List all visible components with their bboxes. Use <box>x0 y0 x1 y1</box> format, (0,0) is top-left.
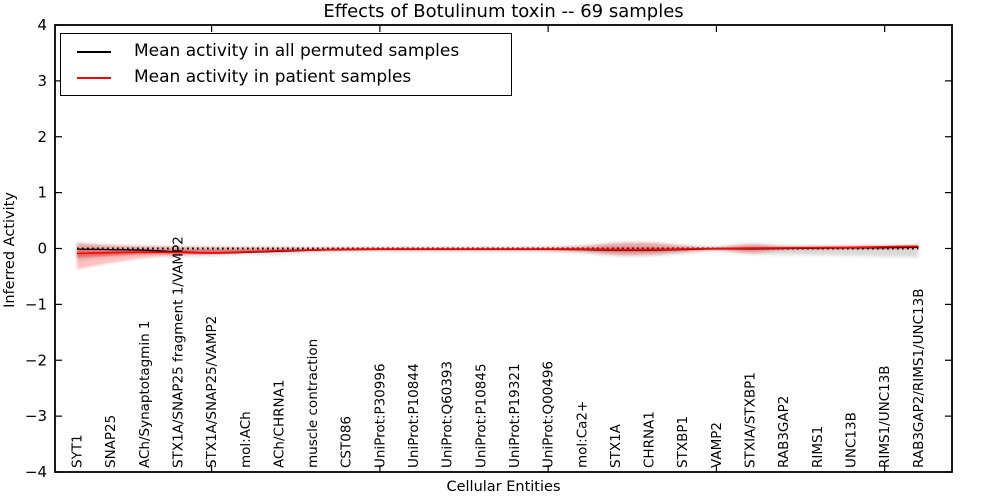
legend-line-sample-red <box>77 76 111 79</box>
legend-item-label: Mean activity in patient samples <box>134 67 412 87</box>
legend-line-sample-black <box>77 50 111 53</box>
x-category-label: mol:ACh <box>238 411 254 468</box>
x-category-label: UniProt:P30996 <box>372 363 388 468</box>
x-category-label: STX1A/SNAP25/VAMP2 <box>204 316 220 468</box>
x-category-label: UniProt:P10845 <box>473 363 489 468</box>
y-tick-label: 3 <box>37 72 47 90</box>
x-category-label: STX1A <box>608 423 624 468</box>
x-category-label: RIMS1 <box>810 426 826 468</box>
x-category-label: SNAP25 <box>103 415 119 468</box>
x-category-label: UniProt:Q00496 <box>541 361 557 468</box>
x-category-label: RAB3GAP2 <box>776 396 792 468</box>
x-category-label: STXBP1 <box>675 416 691 468</box>
legend-item: Mean activity in patient samples <box>61 69 511 86</box>
x-category-label: VAMP2 <box>709 422 725 468</box>
x-category-label: mol:Ca2+ <box>574 401 590 468</box>
y-axis-label: Inferred Activity <box>2 192 18 308</box>
x-category-label: muscle contraction <box>305 339 321 468</box>
x-category-label: RAB3GAP2/RIMS1/UNC13B <box>911 289 927 468</box>
x-category-label: UniProt:P10844 <box>406 363 422 468</box>
x-category-label: CST086 <box>339 416 355 468</box>
chart-title: Effects of Botulinum toxin -- 69 samples <box>323 1 684 22</box>
y-tick-label: −1 <box>25 295 47 313</box>
legend-box: Mean activity in all permuted samples Me… <box>60 33 512 96</box>
x-category-label: SYT1 <box>70 434 86 468</box>
legend-item: Mean activity in all permuted samples <box>61 43 511 60</box>
x-category-label: UniProt:Q60393 <box>440 361 456 468</box>
patient-mean-line <box>76 245 919 255</box>
x-category-label: UniProt:P19321 <box>507 363 523 468</box>
patient-band-outer <box>77 242 919 270</box>
x-category-label: UNC13B <box>844 412 860 468</box>
legend-item-label: Mean activity in all permuted samples <box>134 41 460 61</box>
y-tick-label: 4 <box>37 16 47 34</box>
y-tick-label: 2 <box>37 128 47 146</box>
x-category-label: CHRNA1 <box>642 411 658 468</box>
x-axis-label: Cellular Entities <box>446 479 561 495</box>
y-tick-label: 1 <box>37 184 47 202</box>
x-category-label: STXIA/STXBP1 <box>743 372 759 468</box>
x-category-label: ACh/Synaptotagmin 1 <box>137 320 153 468</box>
y-tick-label: −3 <box>25 407 47 425</box>
permuted-band <box>77 242 919 261</box>
y-tick-label: −2 <box>25 351 47 369</box>
x-category-label: RIMS1/UNC13B <box>877 365 893 468</box>
y-tick-label: −4 <box>25 463 47 481</box>
x-category-label: STX1A/SNAP25 fragment 1/VAMP2 <box>171 236 187 468</box>
y-tick-label: 0 <box>37 240 47 258</box>
x-category-label: ACh/CHRNA1 <box>271 380 287 468</box>
